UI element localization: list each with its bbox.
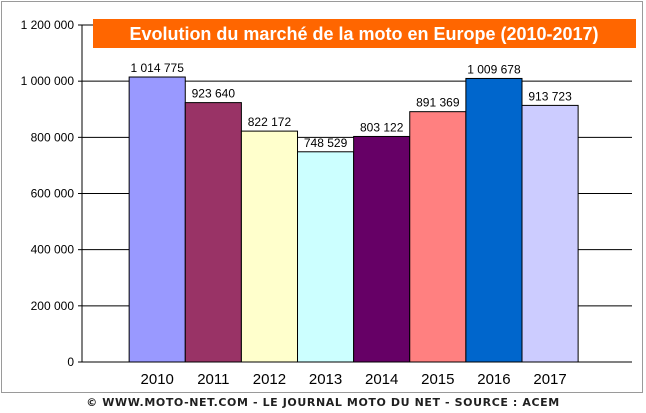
data-label: 891 369 <box>416 96 460 110</box>
x-tick-label: 2014 <box>365 371 398 388</box>
y-tick-label: 0 <box>67 355 74 369</box>
y-tick-label: 200 000 <box>31 299 75 313</box>
chart-frame: 0 200 000 400 000 600 000 800 000 1 000 000 1 … <box>1 1 643 393</box>
data-label: 748 529 <box>304 136 348 150</box>
bar-2016 <box>465 77 523 363</box>
bar-chart: 0 200 000 400 000 600 000 800 000 1 000 000 1 … <box>21 18 636 388</box>
y-tick-label: 1 200 000 <box>21 18 75 32</box>
bar-2012 <box>240 130 299 363</box>
x-tick-label: 2010 <box>141 371 174 388</box>
data-label: 822 172 <box>248 115 292 129</box>
copyright-icon: © <box>86 396 98 409</box>
x-tick-label: 2015 <box>421 371 454 388</box>
x-tick-label: 2016 <box>477 371 510 388</box>
y-tick-label: 600 000 <box>31 187 75 201</box>
x-tick-label: 2012 <box>253 371 286 388</box>
y-tick-label: 400 000 <box>31 243 75 257</box>
bar-2010 <box>128 76 186 363</box>
data-label: 803 122 <box>360 120 404 134</box>
bar-2017 <box>521 104 579 363</box>
x-tick-label: 2013 <box>309 371 342 388</box>
y-tick-label: 1 000 000 <box>21 74 75 88</box>
x-tick-label: 2017 <box>533 371 566 388</box>
data-label: 1 014 775 <box>131 61 185 75</box>
footer-credit: © WWW.MOTO-NET.COM - LE JOURNAL MOTO DU … <box>0 394 646 412</box>
bar-2015 <box>409 111 467 363</box>
y-tick-label: 800 000 <box>31 130 75 144</box>
data-label: 913 723 <box>528 89 572 103</box>
footer-text: WWW.MOTO-NET.COM - LE JOURNAL MOTO DU NE… <box>102 396 560 409</box>
bar-2011 <box>184 102 242 363</box>
data-label: 923 640 <box>192 87 236 101</box>
chart-title: Evolution du marché de la moto en Europe… <box>129 24 598 44</box>
bar-2014 <box>353 135 411 363</box>
bar-2013 <box>297 151 355 363</box>
x-tick-label: 2011 <box>197 371 229 388</box>
data-label: 1 009 678 <box>467 62 521 76</box>
title-banner <box>93 19 636 48</box>
